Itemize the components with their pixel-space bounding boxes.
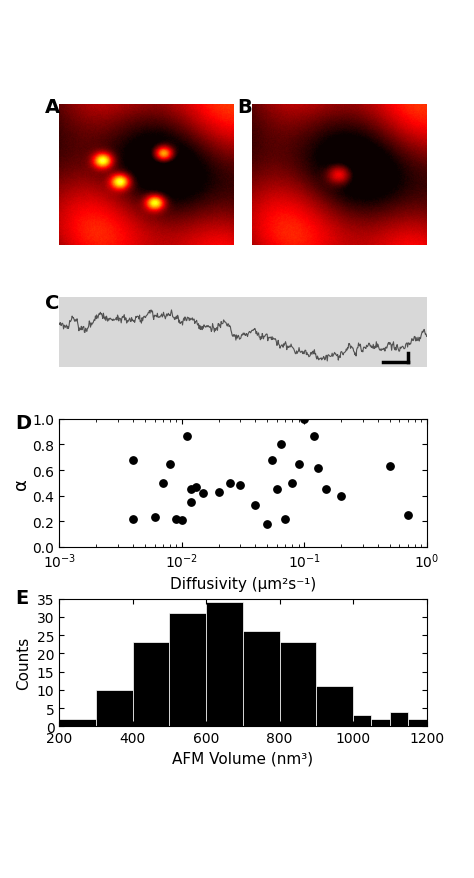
Point [252,498,259,512]
Point [188,495,195,509]
Point [314,461,322,475]
Bar [280,643,316,727]
Bar [408,719,427,727]
Point [386,460,393,474]
Point [129,512,137,526]
Point [404,508,411,522]
Text: E: E [15,588,28,608]
X-axis label: AFM Volume (nm³): AFM Volume (nm³) [173,751,313,766]
Bar [169,614,206,727]
Text: D: D [15,413,31,432]
Bar [390,712,408,727]
Point [183,429,191,443]
Point [173,512,180,526]
Point [277,438,285,452]
Point [237,479,244,493]
Point [159,476,166,490]
Point [310,429,318,443]
X-axis label: Diffusivity (μm²s⁻¹): Diffusivity (μm²s⁻¹) [170,576,316,591]
Bar [59,719,96,727]
Point [151,511,158,525]
Point [178,514,185,528]
Text: B: B [237,98,253,118]
Point [192,480,200,494]
Point [264,517,271,531]
Bar [243,631,280,727]
Point [322,483,329,497]
Point [337,489,345,503]
Point [269,453,276,467]
Point [215,486,222,500]
Point [166,457,173,471]
Bar [316,687,353,727]
Point [301,413,308,427]
Text: A: A [45,98,60,118]
Bar [372,719,390,727]
Point [129,453,137,467]
Point [188,483,195,497]
Point [289,476,296,490]
Y-axis label: Counts: Counts [16,637,31,689]
Point [273,483,281,497]
Bar [353,716,372,727]
Point [200,486,207,500]
Point [282,512,289,526]
Y-axis label: α: α [11,478,29,489]
Bar [133,643,169,727]
Bar [96,690,133,727]
Text: C: C [45,294,59,313]
Point [227,476,234,490]
Point [295,457,302,471]
Bar [206,602,243,727]
